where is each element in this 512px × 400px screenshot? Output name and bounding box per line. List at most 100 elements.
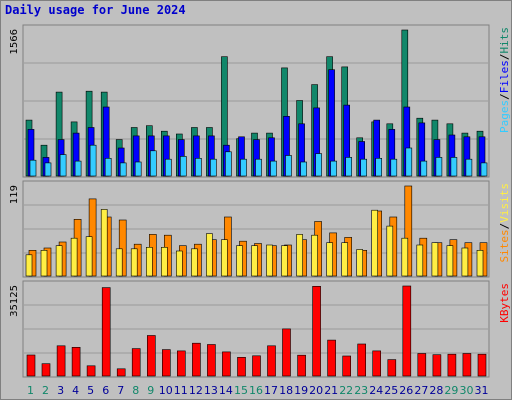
bar-kbytes (252, 355, 261, 377)
bar-kbytes (447, 353, 457, 377)
bar-kbytes (101, 287, 111, 377)
bar-pages (74, 160, 82, 177)
bar-pages (420, 160, 428, 177)
bar-visits (386, 225, 394, 277)
bar-kbytes (56, 345, 66, 377)
bar-kbytes (357, 343, 367, 377)
day-label: 13 (204, 384, 218, 397)
bar-visits (356, 249, 364, 277)
bar-pages (480, 162, 488, 177)
bar-pages (465, 158, 473, 177)
legend-hits: Hits (498, 27, 511, 54)
legend-visits: Visits (498, 183, 511, 223)
bar-pages (195, 158, 202, 177)
bar-kbytes (417, 353, 427, 377)
day-label: 2 (42, 384, 49, 397)
bar-visits (100, 209, 108, 277)
bar-pages (315, 153, 322, 177)
bar-visits (176, 250, 183, 277)
day-label: 1 (27, 384, 34, 397)
bar-kbytes (86, 365, 96, 377)
bar-pages (180, 156, 187, 177)
bar-pages (450, 157, 458, 177)
bar-visits (115, 248, 123, 277)
day-label: 28 (429, 384, 443, 397)
bar-kbytes (462, 353, 472, 377)
bar-visits (371, 209, 379, 277)
bar-kbytes (282, 328, 291, 377)
bar-visits (296, 234, 303, 277)
chart-panel-visits: 119 Sites/Visits (9, 180, 511, 278)
y-max-label: 119 (9, 185, 20, 204)
bar-kbytes (147, 335, 156, 377)
bar-visits (281, 245, 288, 277)
bar-kbytes (402, 285, 412, 377)
day-label: 29 (444, 384, 458, 397)
bar-visits (326, 242, 333, 277)
bar-pages (44, 162, 52, 177)
day-label: 10 (159, 384, 173, 397)
bar-visits (25, 254, 33, 277)
bar-visits (461, 247, 469, 277)
bar-visits (161, 247, 168, 277)
day-label: 26 (399, 384, 413, 397)
bar-kbytes (387, 359, 397, 377)
day-label: 21 (324, 384, 338, 397)
bar-pages (375, 158, 383, 177)
bar-visits (416, 244, 424, 277)
day-label: 15 (234, 384, 248, 397)
day-label: 16 (249, 384, 263, 397)
day-label: 19 (294, 384, 308, 397)
bar-kbytes (192, 342, 201, 377)
day-label: 31 (475, 384, 489, 397)
bar-visits (130, 248, 138, 277)
bar-visits (191, 248, 198, 277)
day-label: 12 (189, 384, 203, 397)
day-label: 7 (117, 384, 124, 397)
y-max-label: 1566 (9, 29, 20, 54)
bar-visits (70, 237, 78, 277)
bar-kbytes (131, 348, 141, 377)
bar-pages (285, 155, 292, 177)
bar-kbytes (116, 368, 126, 377)
legend-separator: / (498, 54, 511, 61)
bar-visits (251, 245, 258, 277)
bar-files (328, 69, 335, 177)
bar-pages (119, 162, 127, 177)
legend-separator: / (498, 93, 511, 100)
legend-kbytes: KBytes (498, 283, 511, 323)
day-label: 4 (72, 384, 79, 397)
bar-pages (165, 158, 172, 177)
bar-kbytes (267, 345, 276, 377)
bar-visits (221, 239, 228, 277)
bar-kbytes (327, 339, 336, 377)
legend-kbytes: KBytes (498, 283, 511, 323)
day-label: 27 (414, 384, 428, 397)
bar-visits (401, 237, 409, 277)
day-label: 22 (339, 384, 353, 397)
day-label: 6 (102, 384, 109, 397)
day-label: 14 (219, 384, 233, 397)
bar-kbytes (342, 355, 352, 377)
day-label: 17 (264, 384, 278, 397)
bar-pages (59, 154, 67, 177)
day-label: 25 (384, 384, 398, 397)
day-label: 30 (460, 384, 474, 397)
bar-pages (240, 158, 247, 177)
bar-pages (435, 157, 443, 177)
bar-visits (311, 234, 318, 277)
bar-pages (134, 161, 142, 177)
bar-sites (118, 219, 127, 277)
bar-pages (210, 158, 217, 177)
bar-kbytes (222, 351, 231, 377)
bar-visits (85, 236, 93, 277)
day-label: 24 (369, 384, 383, 397)
day-label: 11 (174, 384, 188, 397)
legend-visits: Sites/Visits (498, 183, 511, 263)
bar-sites (404, 185, 413, 277)
y-max-label: 35125 (9, 285, 20, 317)
bar-pages (104, 158, 112, 177)
